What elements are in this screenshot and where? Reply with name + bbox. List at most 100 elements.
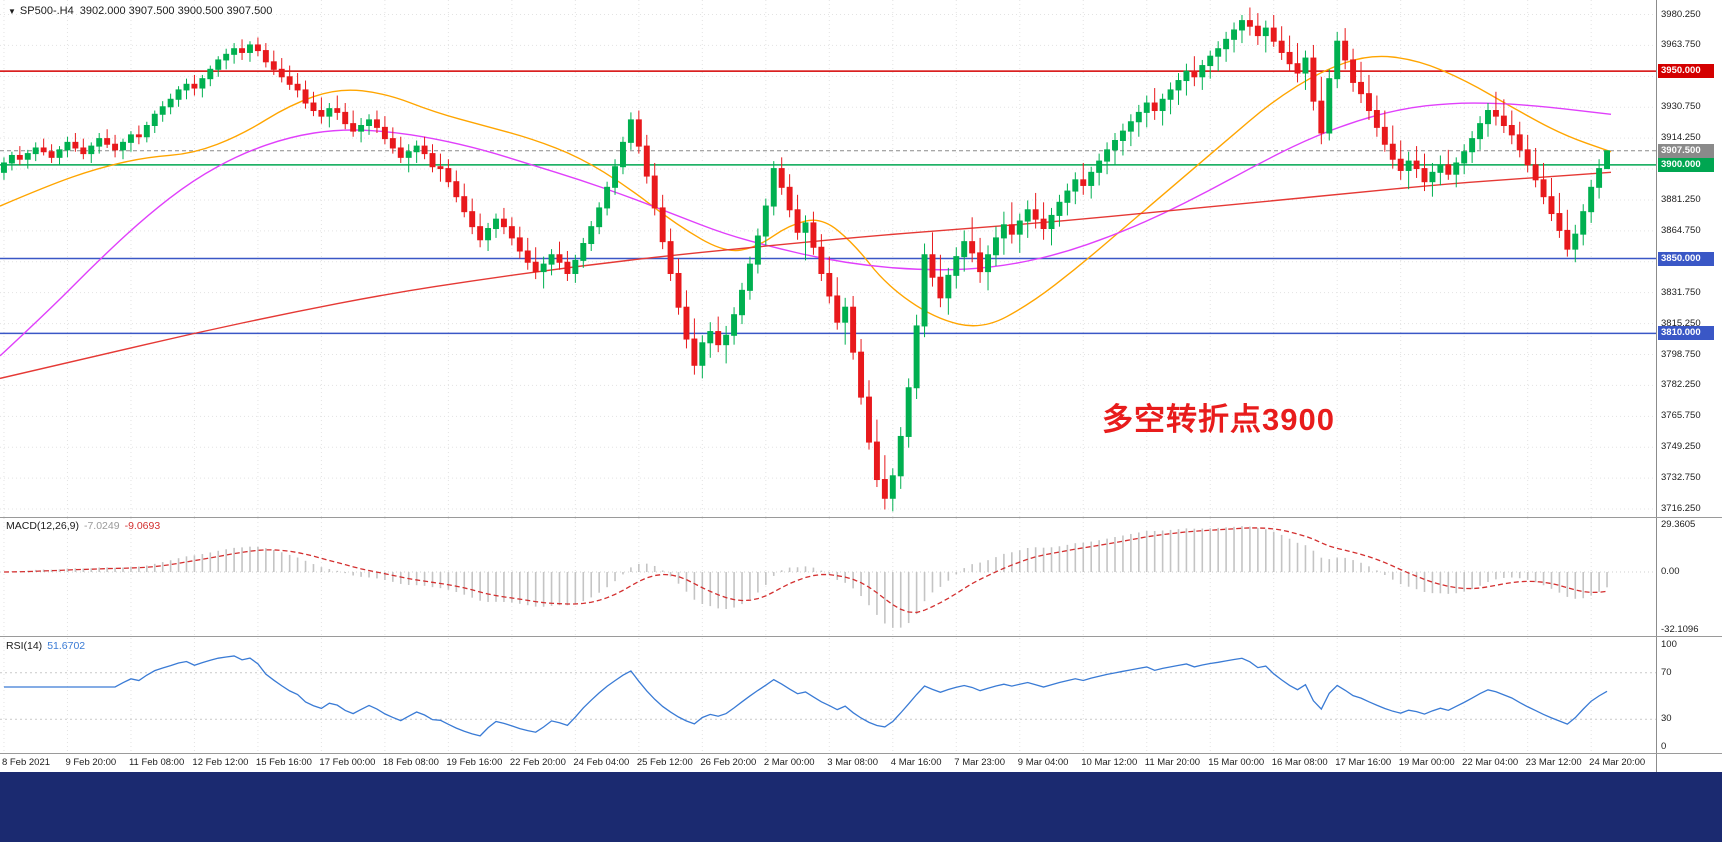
candle-body (1199, 65, 1206, 78)
candle-body (1096, 160, 1103, 173)
symbol-title: SP500-.H4 (19, 5, 74, 17)
candle-body (120, 141, 126, 151)
candlestick-chart[interactable] (0, 0, 1656, 517)
candle-body (1477, 123, 1484, 140)
candle-body (643, 145, 650, 177)
candle-body (1556, 213, 1563, 231)
price-axis[interactable]: 3980.2503963.7503947.2503930.7503914.250… (1656, 0, 1722, 772)
candle-body (143, 125, 150, 138)
candle-body (1485, 110, 1491, 125)
candle-body (1167, 89, 1174, 100)
candle-body (850, 306, 857, 353)
symbol-info: ▼ SP500-.H4 3902.000 3907.500 3900.500 390… (8, 5, 272, 17)
candle-body (858, 351, 865, 398)
candle-body (1183, 70, 1190, 82)
candle-body (270, 61, 277, 70)
time-axis-label: 9 Feb 20:00 (65, 757, 117, 768)
price-level-badge: 3810.000 (1658, 326, 1714, 341)
candle-body (1397, 158, 1404, 171)
candle-body (810, 222, 817, 248)
time-axis-label: 9 Mar 04:00 (1017, 757, 1069, 768)
candle-body (381, 126, 388, 140)
candle-body (334, 108, 341, 113)
candle-body (897, 435, 904, 477)
candle-body (1000, 224, 1007, 239)
time-axis-label: 7 Mar 23:00 (954, 757, 1005, 768)
candle-body (1334, 40, 1341, 80)
candle-body (437, 166, 444, 170)
time-axis-label: 11 Feb 08:00 (128, 757, 185, 768)
ohlc-readout: 3902.000 3907.500 3900.500 3907.500 (79, 5, 273, 17)
macd-signal-value: -9.0693 (124, 520, 161, 532)
candle-body (1231, 29, 1238, 40)
candle-body (826, 272, 833, 297)
candle-body (429, 153, 436, 168)
candle-body (1040, 218, 1047, 230)
rsi-line (3, 655, 1608, 737)
candle-body (294, 83, 301, 91)
candle-body (1135, 111, 1142, 123)
candle-body (64, 141, 71, 151)
candle-body (1175, 80, 1182, 91)
panel-separator[interactable] (0, 517, 1722, 518)
candle-body (1500, 115, 1507, 127)
candle-body (707, 331, 714, 344)
rsi-axis-label-70: 70 (1661, 666, 1672, 678)
candle-body (715, 331, 722, 346)
candle-body (540, 263, 547, 273)
candle-body (683, 306, 690, 340)
time-axis-label: 15 Feb 16:00 (255, 757, 312, 768)
candle-body (421, 145, 428, 155)
candle-body (191, 83, 198, 89)
time-axis-label: 24 Feb 04:00 (573, 757, 630, 768)
candle-body (1112, 139, 1118, 151)
time-axis-label: 23 Mar 12:00 (1525, 757, 1582, 768)
candle-body (231, 48, 238, 55)
time-axis-label: 15 Mar 00:00 (1208, 757, 1265, 768)
candle-body (151, 113, 158, 127)
candle-body (866, 396, 872, 443)
macd-indicator-chart[interactable] (0, 518, 1656, 636)
candle-body (1080, 179, 1087, 186)
time-axis-label: 19 Feb 16:00 (446, 757, 503, 768)
candle-body (1310, 57, 1317, 102)
price-axis-label: 3716.250 (1661, 503, 1701, 515)
candle-body (199, 78, 206, 89)
candle-body (112, 143, 119, 151)
rsi-axis-label-0: 0 (1661, 741, 1667, 752)
panel-separator[interactable] (0, 636, 1722, 637)
candle-body (1405, 160, 1412, 171)
candle-body (905, 387, 912, 437)
time-axis-label: 11 Mar 20:00 (1144, 757, 1201, 768)
candle-body (770, 168, 777, 207)
candle-body (342, 111, 349, 125)
candle-body (72, 141, 79, 149)
candle-body (612, 166, 619, 188)
symbol-dropdown-icon[interactable]: ▼ (8, 7, 16, 16)
price-axis-label: 3765.750 (1661, 410, 1701, 422)
candle-body (48, 151, 55, 158)
candle-body (992, 237, 999, 256)
rsi-indicator-chart[interactable] (0, 638, 1656, 754)
candle-body (929, 254, 936, 278)
candle-body (326, 108, 333, 117)
candle-body (1492, 110, 1499, 117)
candle-body (1191, 70, 1198, 78)
macd-axis-label-max: 29.3605 (1661, 519, 1696, 530)
candle-body (508, 226, 515, 239)
time-axis[interactable]: 8 Feb 2021 9 Feb 20:00 11 Feb 08:00 12 Feb … (0, 754, 1656, 772)
price-level-badge: 3850.000 (1658, 251, 1714, 266)
candle-body (286, 76, 293, 85)
macd-title: MACD(12,26,9) (6, 520, 79, 532)
price-level-badge: 3900.000 (1658, 157, 1714, 172)
candle-body (254, 44, 261, 52)
candle-body (469, 211, 476, 228)
candle-body (1516, 134, 1523, 151)
candle-body (532, 261, 539, 273)
candle-body (580, 243, 587, 261)
candle-body (8, 154, 15, 164)
candle-body (1437, 164, 1444, 173)
candle-body (1104, 149, 1111, 162)
candle-body (397, 147, 404, 158)
candle-body (1318, 100, 1325, 134)
